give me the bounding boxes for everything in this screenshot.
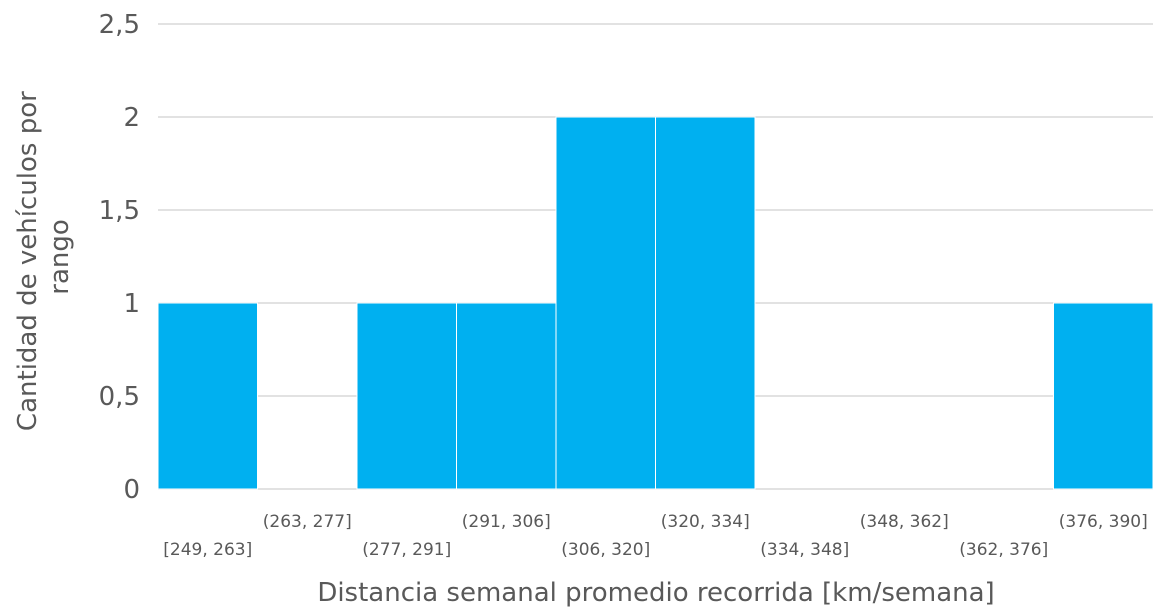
y-tick-labels: 0 0,5 1 1,5 2 2,5 <box>99 10 140 505</box>
y-tick-label: 1 <box>123 289 140 319</box>
x-category-label: (376, 390] <box>1059 512 1148 532</box>
x-category-labels: [249, 263] (263, 277] (277, 291] (291, 306]… <box>163 512 1147 560</box>
y-axis-title-line-2: rango <box>45 219 75 295</box>
y-axis-title: Cantidad de vehículos por rango <box>13 83 75 431</box>
x-category-label: (306, 320] <box>561 540 650 560</box>
y-tick-label: 2,5 <box>99 10 140 40</box>
y-axis-title-line-1: Cantidad de vehículos por <box>13 91 43 431</box>
histogram-bar <box>1053 302 1154 490</box>
y-tick-label: 0,5 <box>99 382 140 412</box>
x-category-label: (291, 306] <box>462 512 551 532</box>
x-category-label: (348, 362] <box>860 512 949 532</box>
histogram-bar <box>655 116 756 490</box>
x-category-label: (334, 348] <box>760 540 849 560</box>
y-tick-label: 1,5 <box>99 196 140 226</box>
histogram-bar <box>157 302 258 490</box>
bars <box>157 116 1154 490</box>
histogram-bar <box>456 302 557 490</box>
x-axis-title: Distancia semanal promedio recorrida [km… <box>317 578 994 608</box>
y-tick-label: 2 <box>123 103 140 133</box>
x-category-label: (362, 376] <box>959 540 1048 560</box>
x-category-label: (263, 277] <box>263 512 352 532</box>
x-category-label: [249, 263] <box>163 540 252 560</box>
histogram-bar <box>356 302 457 490</box>
y-tick-label: 0 <box>123 475 140 505</box>
x-category-label: (320, 334] <box>661 512 750 532</box>
histogram-bar <box>555 116 656 490</box>
x-category-label: (277, 291] <box>362 540 451 560</box>
